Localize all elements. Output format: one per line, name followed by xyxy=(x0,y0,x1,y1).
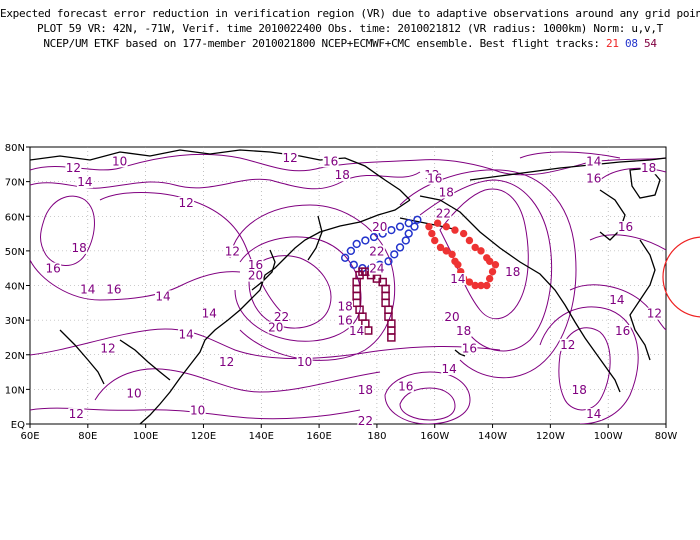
contour-label: 14 xyxy=(155,289,170,303)
contour-label: 12 xyxy=(647,307,662,321)
lon-tick-label: 120W xyxy=(536,431,565,442)
contour-label: 20 xyxy=(268,321,283,335)
contour-label: 18 xyxy=(337,300,352,314)
contour-label: 14 xyxy=(586,154,601,168)
lon-tick-label: 160E xyxy=(306,431,331,442)
lon-tick-label: 60E xyxy=(20,431,39,442)
lon-tick-label: 80W xyxy=(655,431,678,442)
track-21-marker xyxy=(443,223,449,229)
contour-label: 14 xyxy=(450,272,465,286)
track-21-marker xyxy=(455,262,461,268)
contour-label: 16 xyxy=(45,262,60,276)
track-21-marker xyxy=(492,262,498,268)
track-21-marker xyxy=(429,230,435,236)
contour-label: 10 xyxy=(190,404,205,418)
track-21-marker xyxy=(472,244,478,250)
contour-label: 16 xyxy=(323,154,338,168)
contour-label: 14 xyxy=(80,282,95,296)
contour-label: 14 xyxy=(202,307,217,321)
contour-label: 16 xyxy=(618,220,633,234)
contour-label: 10 xyxy=(297,355,312,369)
contour-label: 18 xyxy=(456,324,471,338)
contour-label: 24 xyxy=(369,262,384,276)
contour-label: 20 xyxy=(248,269,263,283)
track-21-marker xyxy=(434,220,440,226)
contour-label: 20 xyxy=(444,310,459,324)
contour-label: 14 xyxy=(178,327,193,341)
contour-label: 14 xyxy=(349,324,364,338)
lat-tick-label: 30N xyxy=(5,316,25,327)
lat-tick-label: 10N xyxy=(5,385,25,396)
lat-tick-label: 80N xyxy=(5,143,25,154)
lat-tick-label: 20N xyxy=(5,351,25,362)
lon-tick-label: 80E xyxy=(78,431,97,442)
contour-label: 14 xyxy=(586,407,601,421)
contour-label: 18 xyxy=(72,241,87,255)
contour-label: 16 xyxy=(586,172,601,186)
contour-label: 14 xyxy=(609,293,624,307)
contour-label: 22 xyxy=(358,414,373,428)
contour-label: 12 xyxy=(178,196,193,210)
contour-label: 14 xyxy=(442,362,457,376)
contour-label: 16 xyxy=(398,379,413,393)
contour-label: 12 xyxy=(283,151,298,165)
contour-label: 12 xyxy=(100,341,115,355)
track-21-marker xyxy=(460,230,466,236)
track-21-marker xyxy=(443,248,449,254)
contour-label: 14 xyxy=(77,175,92,189)
contour-label: 22 xyxy=(369,244,384,258)
lat-tick-label: 70N xyxy=(5,178,25,189)
lon-tick-label: 100E xyxy=(133,431,158,442)
contour-label: 12 xyxy=(66,161,81,175)
track-21-marker xyxy=(484,282,490,288)
contour-label: 16 xyxy=(615,324,630,338)
track-21-marker xyxy=(437,244,443,250)
lon-tick-label: 160W xyxy=(420,431,449,442)
lat-tick-label: 50N xyxy=(5,247,25,258)
contour-label: 18 xyxy=(358,383,373,397)
contour-label: 18 xyxy=(641,161,656,175)
verification-region-circle xyxy=(663,237,700,317)
contour-label: 18 xyxy=(572,383,587,397)
track-21-marker xyxy=(466,279,472,285)
track-21-marker xyxy=(478,248,484,254)
contour-label: 10 xyxy=(126,386,141,400)
track-21-marker xyxy=(489,268,495,274)
contour-label: 16 xyxy=(427,172,442,186)
track-21-marker xyxy=(452,227,458,233)
contour-label: 12 xyxy=(225,244,240,258)
contour-label: 18 xyxy=(439,185,454,199)
track-21-marker xyxy=(449,251,455,257)
contour-label: 20 xyxy=(372,220,387,234)
lon-tick-label: 100W xyxy=(594,431,623,442)
contour-label: 16 xyxy=(462,341,477,355)
lat-tick-label: 60N xyxy=(5,212,25,223)
contour-label: 18 xyxy=(335,168,350,182)
contour-label: 16 xyxy=(106,282,121,296)
lon-tick-label: 180 xyxy=(367,431,386,442)
contour-label: 10 xyxy=(112,154,127,168)
contour-label: 18 xyxy=(505,265,520,279)
lon-tick-label: 140E xyxy=(249,431,274,442)
contour-label: 12 xyxy=(69,407,84,421)
track-21-marker xyxy=(466,237,472,243)
lon-tick-label: 120E xyxy=(191,431,216,442)
track-21-marker xyxy=(432,237,438,243)
contour-label: 12 xyxy=(560,338,575,352)
lat-tick-label: EQ xyxy=(11,420,25,431)
contour-label: 22 xyxy=(436,206,451,220)
track-21-marker xyxy=(486,275,492,281)
track-21-marker xyxy=(426,223,432,229)
lon-tick-label: 140W xyxy=(478,431,507,442)
lat-tick-label: 40N xyxy=(5,282,25,293)
contour-label: 12 xyxy=(219,355,234,369)
track-21-marker xyxy=(484,255,490,261)
